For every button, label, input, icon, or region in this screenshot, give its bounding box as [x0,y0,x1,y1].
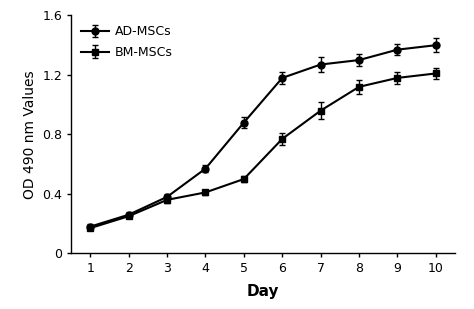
Legend: AD-MSCs, BM-MSCs: AD-MSCs, BM-MSCs [77,22,176,63]
X-axis label: Day: Day [247,284,279,299]
Y-axis label: OD 490 nm Values: OD 490 nm Values [23,70,36,199]
